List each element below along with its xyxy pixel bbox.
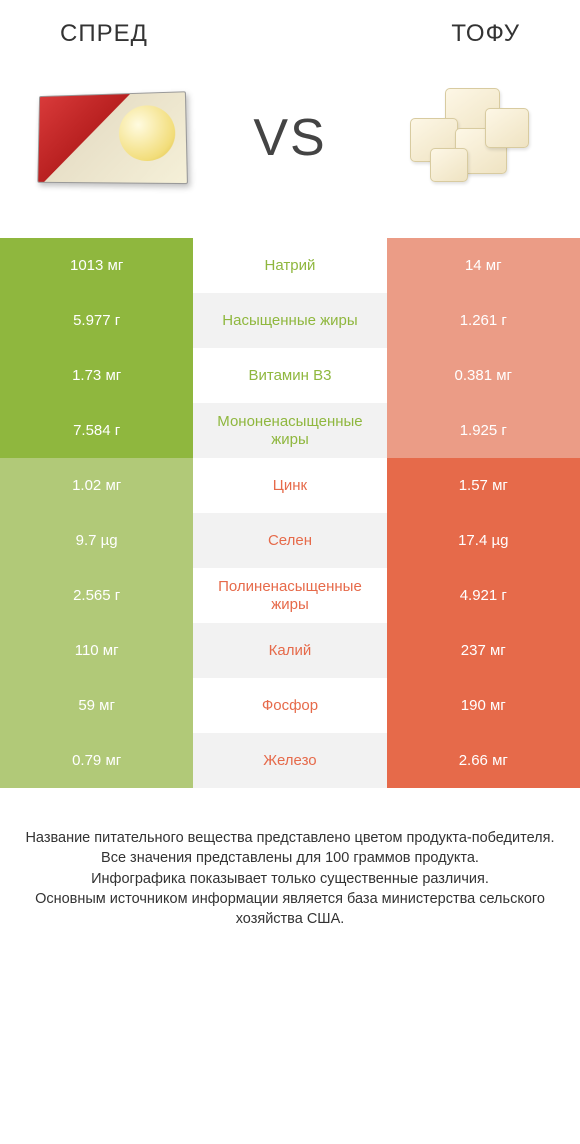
left-product-image: [30, 78, 190, 198]
left-value: 1.73 мг: [0, 348, 193, 403]
footer-line: Все значения представлены для 100 граммо…: [20, 848, 560, 868]
footer-line: Основным источником информации является …: [20, 889, 560, 930]
right-value: 14 мг: [387, 238, 580, 293]
footer-line: Название питательного вещества представл…: [20, 828, 560, 848]
table-row: 1.02 мгЦинк1.57 мг: [0, 458, 580, 513]
nutrient-label: Мононенасыщенные жиры: [193, 403, 386, 458]
left-value: 0.79 мг: [0, 733, 193, 788]
right-value: 0.381 мг: [387, 348, 580, 403]
right-value: 237 мг: [387, 623, 580, 678]
right-value: 17.4 µg: [387, 513, 580, 568]
nutrient-label: Полиненасыщенные жиры: [193, 568, 386, 623]
left-value: 2.565 г: [0, 568, 193, 623]
left-value: 110 мг: [0, 623, 193, 678]
vs-row: VS: [0, 58, 580, 238]
right-value: 4.921 г: [387, 568, 580, 623]
nutrient-label: Насыщенные жиры: [193, 293, 386, 348]
left-value: 7.584 г: [0, 403, 193, 458]
right-product-image: [390, 78, 550, 198]
nutrient-label: Натрий: [193, 238, 386, 293]
table-row: 1013 мгНатрий14 мг: [0, 238, 580, 293]
table-row: 1.73 мгВитамин B30.381 мг: [0, 348, 580, 403]
nutrient-label: Витамин B3: [193, 348, 386, 403]
nutrient-label: Железо: [193, 733, 386, 788]
right-product-title: ТОФУ: [451, 20, 520, 48]
right-value: 190 мг: [387, 678, 580, 733]
table-row: 0.79 мгЖелезо2.66 мг: [0, 733, 580, 788]
right-value: 1.925 г: [387, 403, 580, 458]
left-value: 1013 мг: [0, 238, 193, 293]
right-value: 1.57 мг: [387, 458, 580, 513]
vs-label: VS: [253, 108, 326, 168]
left-value: 1.02 мг: [0, 458, 193, 513]
left-value: 9.7 µg: [0, 513, 193, 568]
footer-line: Инфографика показывает только существенн…: [20, 869, 560, 889]
nutrient-label: Цинк: [193, 458, 386, 513]
table-row: 110 мгКалий237 мг: [0, 623, 580, 678]
spread-pack-icon: [37, 91, 188, 184]
left-product-title: СПРЕД: [60, 20, 148, 48]
table-row: 7.584 гМононенасыщенные жиры1.925 г: [0, 403, 580, 458]
left-value: 5.977 г: [0, 293, 193, 348]
table-row: 5.977 гНасыщенные жиры1.261 г: [0, 293, 580, 348]
tofu-pile-icon: [400, 83, 540, 193]
table-row: 2.565 гПолиненасыщенные жиры4.921 г: [0, 568, 580, 623]
footer-notes: Название питательного вещества представл…: [0, 788, 580, 929]
nutrient-table: 1013 мгНатрий14 мг5.977 гНасыщенные жиры…: [0, 238, 580, 788]
nutrient-label: Селен: [193, 513, 386, 568]
nutrient-label: Фосфор: [193, 678, 386, 733]
left-value: 59 мг: [0, 678, 193, 733]
table-row: 59 мгФосфор190 мг: [0, 678, 580, 733]
nutrient-label: Калий: [193, 623, 386, 678]
right-value: 1.261 г: [387, 293, 580, 348]
table-row: 9.7 µgСелен17.4 µg: [0, 513, 580, 568]
right-value: 2.66 мг: [387, 733, 580, 788]
